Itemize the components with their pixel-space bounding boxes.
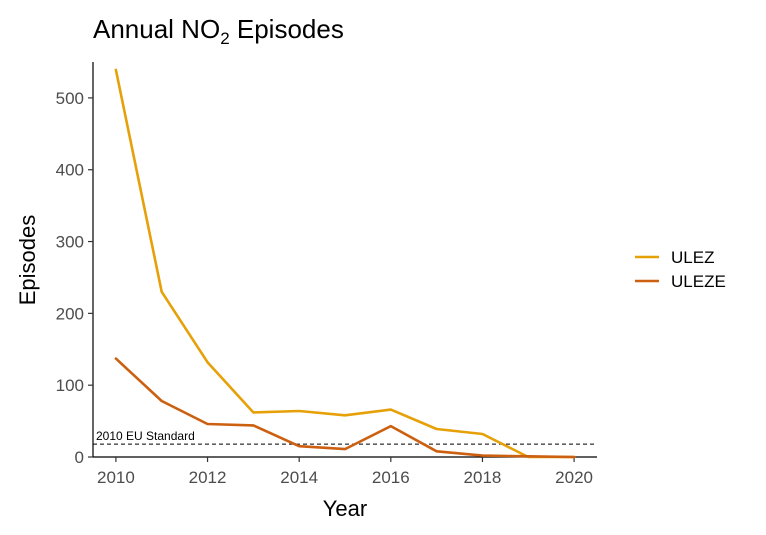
x-tick-label: 2020 <box>555 468 593 487</box>
y-tick-label: 200 <box>56 304 84 323</box>
x-ticks: 2010 2012 2014 2016 2018 2020 <box>97 457 593 487</box>
series-group <box>114 68 576 459</box>
chart-title-subscript: 2 <box>220 29 229 48</box>
series-line-uleze <box>114 357 576 459</box>
y-tick-label: 100 <box>56 376 84 395</box>
y-tick-label: 0 <box>75 448 84 467</box>
y-axis-title: Episodes <box>15 215 40 306</box>
x-tick-label: 2016 <box>372 468 410 487</box>
legend-label-uleze: ULEZE <box>671 272 726 291</box>
x-tick-label: 2014 <box>280 468 318 487</box>
y-tick-label: 500 <box>56 89 84 108</box>
chart-title-suffix: Episodes <box>230 14 344 44</box>
axes <box>92 62 597 458</box>
x-tick-label: 2012 <box>189 468 227 487</box>
chart-title: Annual NO2 Episodes <box>93 14 344 48</box>
chart-title-main: Annual NO <box>93 14 220 44</box>
x-tick-label: 2010 <box>97 468 135 487</box>
y-ticks: 0 100 200 300 400 500 <box>56 89 93 467</box>
reference-line-group: 2010 EU Standard <box>93 429 597 445</box>
y-tick-label: 400 <box>56 161 84 180</box>
legend-label-ulez: ULEZ <box>671 248 714 267</box>
series-line-ulez <box>114 68 576 459</box>
legend: ULEZ ULEZE <box>635 248 726 291</box>
x-axis-title: Year <box>323 496 367 521</box>
x-tick-label: 2018 <box>464 468 502 487</box>
y-tick-label: 300 <box>56 233 84 252</box>
reference-line-label: 2010 EU Standard <box>96 429 195 443</box>
